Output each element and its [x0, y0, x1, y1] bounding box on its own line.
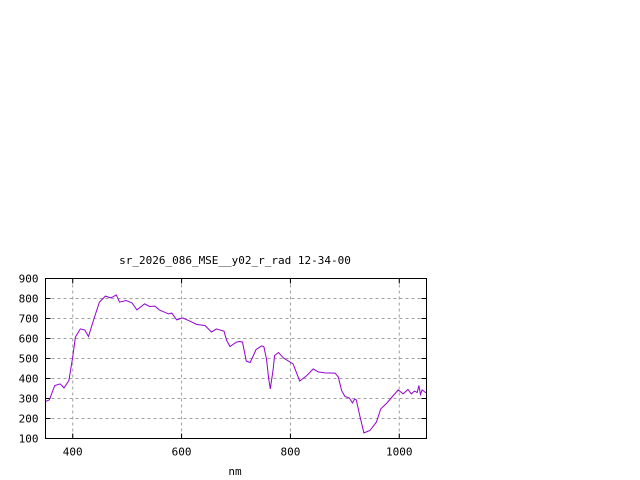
y-tick-label: 600 — [19, 333, 39, 346]
series-line — [45, 294, 427, 434]
axis-ticks: 100 200 300 400 500 600 700 800 900 400 600 800 1000 — [19, 273, 427, 459]
y-tick-label: 700 — [19, 313, 39, 326]
y-tick-label: 200 — [19, 413, 39, 426]
plot-frame — [45, 278, 427, 439]
chart-title: sr_2026_086_MSE__y02_r_rad 12-34-00 — [119, 254, 351, 267]
y-tick-label: 300 — [19, 393, 39, 406]
x-tick-label: 400 — [63, 446, 83, 459]
x-tick-label: 600 — [172, 446, 192, 459]
y-tick-label: 400 — [19, 373, 39, 386]
y-tick-label: 100 — [19, 433, 39, 446]
x-tick-label: 800 — [280, 446, 300, 459]
x-tick-label: 1000 — [386, 446, 413, 459]
y-tick-label: 500 — [19, 353, 39, 366]
grid — [45, 278, 427, 439]
y-tick-label: 900 — [19, 273, 39, 286]
y-tick-label: 800 — [19, 293, 39, 306]
x-axis-label: nm — [228, 465, 242, 478]
